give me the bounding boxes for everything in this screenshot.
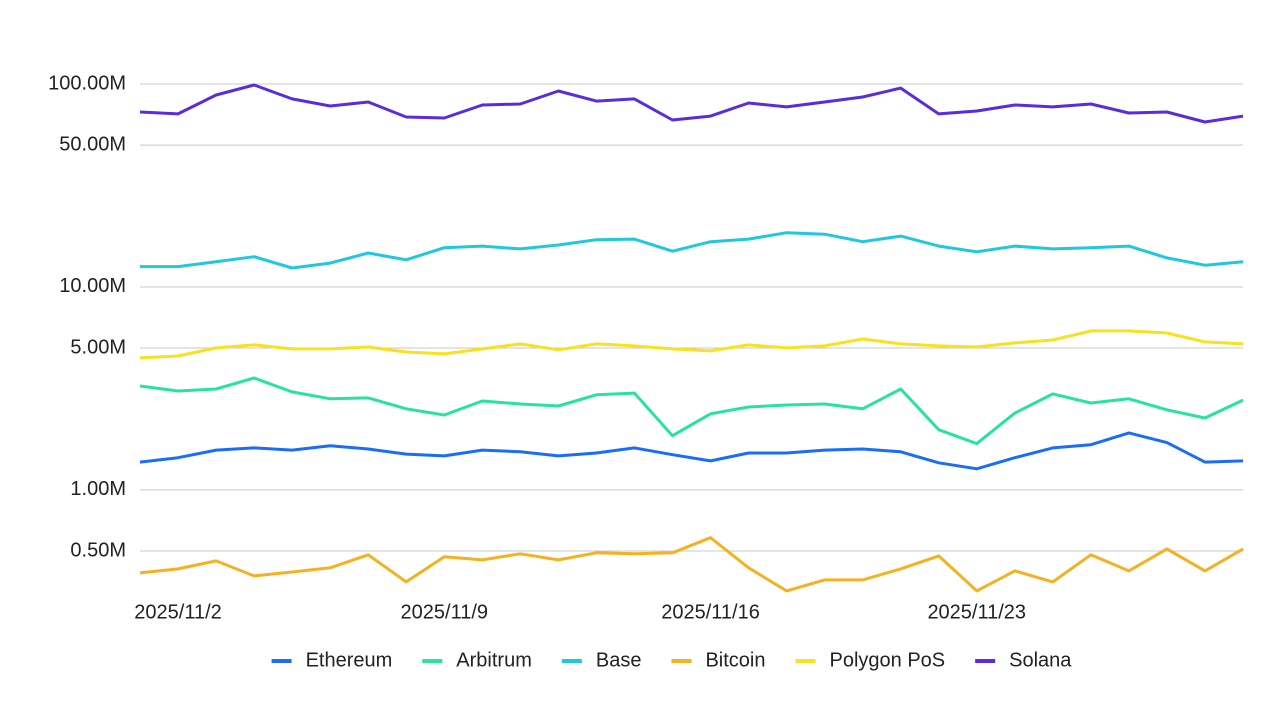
- series-line: [139, 431, 1244, 471]
- series-line: [139, 329, 1244, 360]
- x-tick-label: 2025/11/2: [134, 601, 222, 623]
- legend-label: Bitcoin: [705, 649, 765, 671]
- series-line: [139, 376, 1244, 446]
- legend-label: Arbitrum: [456, 649, 532, 671]
- legend: Ethereum Arbitrum Base Bitcoin Polygon PoS So…: [271, 649, 1072, 671]
- y-tick-label: 1.00M: [70, 478, 126, 500]
- y-tick-label: 100.00M: [48, 72, 126, 94]
- series-line: [139, 83, 1244, 124]
- series-line: [140, 231, 1244, 270]
- legend-label: Solana: [1009, 649, 1072, 671]
- y-tick-label: 10.00M: [59, 275, 126, 297]
- legend-label: Polygon PoS: [830, 649, 946, 671]
- y-tick-label: 50.00M: [59, 133, 126, 155]
- x-tick-label: 2025/11/9: [401, 601, 489, 623]
- x-tick-label: 2025/11/23: [927, 601, 1026, 623]
- legend-label: Ethereum: [306, 649, 393, 671]
- legend-label: Base: [596, 649, 642, 671]
- series-line: [139, 536, 1244, 593]
- y-tick-label: 5.00M: [70, 336, 126, 358]
- y-tick-label: 0.50M: [70, 539, 126, 561]
- x-tick-label: 2025/11/16: [661, 601, 760, 623]
